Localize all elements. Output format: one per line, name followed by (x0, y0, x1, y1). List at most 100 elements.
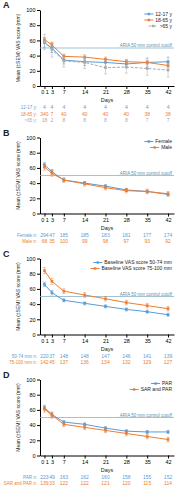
y-tick: 100 (26, 7, 40, 13)
x-tick-label: 14 (82, 459, 88, 465)
x-tick: 7 (63, 214, 66, 223)
n-value: 40 (82, 111, 88, 117)
error-bar (104, 62, 107, 74)
series-line (44, 165, 168, 195)
n-value: 40 (124, 111, 130, 117)
n-value: 40 (103, 111, 109, 117)
n-value: 99 (82, 238, 88, 244)
n-value: 183 (101, 232, 110, 238)
marker (167, 192, 170, 195)
y-tick-mark (37, 259, 40, 260)
marker (63, 290, 66, 293)
marker (51, 414, 54, 417)
y-tick-label: 20 (29, 438, 35, 444)
n-value: 4 (125, 104, 128, 110)
n-value: 148 (60, 353, 69, 359)
error-bar (146, 190, 149, 193)
n-row-label: 18-65 y: (21, 112, 37, 117)
x-tick-label: 35 (145, 217, 151, 223)
x-tick: 0 1 (41, 335, 49, 344)
marker (104, 429, 107, 432)
panel-title: D (3, 370, 10, 380)
y-tick-mark (37, 304, 40, 305)
x-tick: 3 (51, 214, 54, 223)
marker (146, 304, 149, 307)
n-value: 4 (146, 104, 149, 110)
marker (104, 58, 107, 61)
panel-title: B (3, 128, 10, 138)
n-value: 147 (101, 353, 110, 359)
marker (43, 283, 46, 286)
marker (146, 310, 149, 313)
y-tick-mark (37, 71, 40, 72)
n-value: 4 (104, 104, 107, 110)
marker (51, 280, 54, 283)
y-tick-label: 80 (29, 150, 35, 156)
x-tick: 28 (124, 335, 130, 344)
y-axis-line (40, 11, 41, 87)
n-value: 38 (144, 111, 150, 117)
legend-swatch-marker (152, 25, 154, 27)
marker (104, 305, 107, 308)
legend-item: >65 y (149, 23, 173, 29)
n-value: 40 (61, 111, 67, 117)
x-tick-label: 28 (124, 459, 130, 465)
y-tick-mark (37, 183, 40, 184)
y-tick: 20 (29, 68, 40, 74)
n-value: 18 (42, 117, 48, 123)
annotation: ARIA 50 mm control cutoff (120, 413, 173, 418)
y-tick-mark (37, 410, 40, 411)
n-row-label: PAR n: (23, 475, 37, 480)
y-tick: 20 (29, 438, 40, 444)
y-tick: 0 (32, 453, 40, 459)
x-tick-label: 35 (145, 89, 151, 95)
y-axis-line (40, 138, 41, 214)
y-tick-mark (37, 25, 40, 26)
panel-title: C (3, 249, 10, 259)
x-tick: 35 (145, 214, 151, 223)
error-bar (125, 188, 128, 193)
y-tick: 80 (29, 271, 40, 277)
marker (63, 179, 66, 182)
legend-swatch (151, 383, 160, 384)
x-tick-label: 7 (63, 459, 66, 465)
n-value: 158 (122, 474, 131, 480)
x-tick: 28 (124, 214, 130, 223)
x-tick-label: 0 1 (41, 459, 49, 465)
marks (40, 34, 174, 77)
panel: A0204060801000 1371421283542ARIA 50 mm c… (3, 0, 175, 123)
marker (83, 294, 86, 297)
y-tick-label: 40 (29, 301, 35, 307)
x-tick: 3 (51, 456, 54, 465)
marker (146, 190, 149, 193)
n-value: 146 (122, 353, 131, 359)
y-tick: 80 (29, 22, 40, 28)
y-tick: 80 (29, 150, 40, 156)
n-value: 185 (80, 232, 89, 238)
error-bar (146, 189, 149, 194)
x-tick-label: 28 (124, 217, 130, 223)
series (43, 268, 170, 311)
y-tick: 80 (29, 392, 40, 398)
y-tick: 20 (29, 196, 40, 202)
n-value: 8 (104, 117, 107, 123)
y-tick: 100 (26, 135, 40, 141)
error-bar (125, 308, 128, 311)
y-tick-label: 40 (29, 422, 35, 428)
marker (146, 190, 149, 193)
x-tick: 21 (103, 214, 109, 223)
x-tick: 3 (51, 86, 54, 95)
n-value: 35 (49, 238, 55, 244)
n-row-label: Female n: (17, 233, 37, 238)
x-tick-label: 7 (63, 89, 66, 95)
y-tick: 0 (32, 332, 40, 338)
error-bar (43, 34, 46, 49)
n-value: 223 (40, 474, 49, 480)
marks (40, 405, 174, 441)
x-tick: 21 (103, 335, 109, 344)
marker (63, 423, 66, 426)
legend: Baseline VAS score 50-74 mmBaseline VAS … (91, 259, 173, 271)
x-tick: 42 (165, 86, 171, 95)
y-tick: 0 (32, 211, 40, 217)
y-tick-mark (37, 380, 40, 381)
